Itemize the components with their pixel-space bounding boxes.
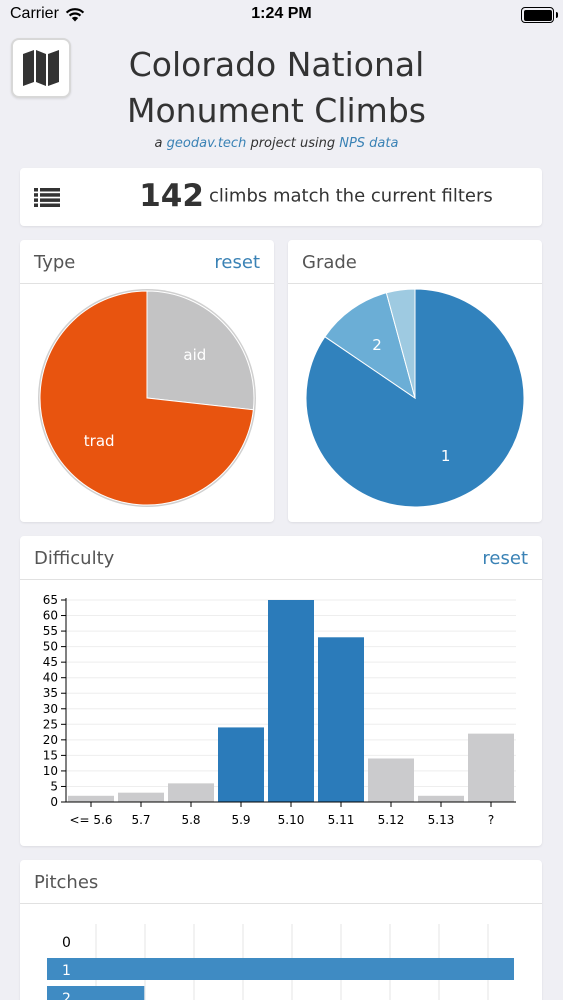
- title-line-1: Colorado National: [128, 45, 425, 84]
- x-tick-label-6: 5.12: [378, 813, 405, 827]
- type-pie-chart[interactable]: aid trad: [20, 284, 274, 522]
- difficulty-bar-3[interactable]: [218, 727, 264, 802]
- subtitle-prefix: a: [154, 136, 167, 151]
- difficulty-bar-1[interactable]: [118, 792, 164, 802]
- count-summary: 142 climbs match the current filters: [116, 178, 516, 214]
- status-left: Carrier: [10, 5, 85, 23]
- type-slice-1[interactable]: [39, 290, 254, 506]
- type-panel-header: Type reset: [20, 240, 274, 284]
- subtitle-mid: project using: [246, 136, 340, 151]
- status-bar: Carrier 1:24 PM: [0, 0, 563, 30]
- title-line-2: Monument Climbs: [127, 91, 426, 130]
- pitch-bar-label-0: 0: [62, 935, 71, 951]
- x-tick-label-5: 5.11: [328, 813, 355, 827]
- grade-slice-1[interactable]: [324, 292, 416, 400]
- difficulty-panel-header: Difficulty reset: [20, 536, 542, 580]
- type-slice-0[interactable]: [146, 290, 255, 411]
- y-tick-label-11: 55: [43, 624, 58, 638]
- nps-data-link[interactable]: NPS data: [339, 136, 399, 151]
- type-panel-title: Type: [34, 252, 76, 273]
- y-tick-label-2: 10: [43, 764, 58, 778]
- x-tick-label-2: 5.8: [181, 813, 200, 827]
- y-tick-label-13: 65: [43, 593, 58, 607]
- carrier-label: Carrier: [10, 5, 59, 22]
- difficulty-panel: Difficulty reset 0 5 10 15 20 25 30 35 40 45 50 55 6…: [20, 536, 542, 846]
- grade-panel-header: Grade: [288, 240, 542, 284]
- grade-slice-label-0: 1: [441, 447, 451, 465]
- type-slice-label-0: aid: [183, 346, 206, 364]
- y-tick-label-7: 35: [43, 686, 58, 700]
- difficulty-reset-link[interactable]: reset: [482, 548, 528, 569]
- pitch-bar-1[interactable]: [47, 958, 514, 980]
- x-tick-label-4: 5.10: [278, 813, 305, 827]
- x-tick-label-7: 5.13: [428, 813, 455, 827]
- type-panel: Type reset aid trad: [20, 240, 274, 522]
- type-reset-link[interactable]: reset: [214, 252, 260, 273]
- y-tick-label-10: 50: [43, 640, 58, 654]
- list-icon[interactable]: [34, 187, 60, 207]
- pitches-panel: Pitches 0 1 2: [20, 860, 542, 1000]
- difficulty-bar-0[interactable]: [68, 795, 114, 802]
- pitches-panel-title: Pitches: [34, 872, 99, 893]
- pitch-bar-2[interactable]: [47, 986, 145, 1000]
- y-tick-label-9: 45: [43, 655, 58, 669]
- difficulty-bar-5[interactable]: [318, 637, 364, 802]
- y-tick-label-5: 25: [43, 717, 58, 731]
- status-time: 1:24 PM: [251, 5, 312, 22]
- page-title: Colorado National Monument Climbs: [60, 42, 493, 134]
- summary-card: 142 climbs match the current filters: [20, 168, 542, 226]
- difficulty-bar-7[interactable]: [418, 795, 464, 802]
- match-label: climbs match the current filters: [209, 185, 493, 207]
- grade-slice-2[interactable]: [385, 288, 416, 399]
- difficulty-bar-4[interactable]: [268, 600, 314, 802]
- grade-slice-label-1: 2: [372, 336, 382, 354]
- wifi-icon: [65, 7, 85, 21]
- y-tick-label-3: 15: [43, 748, 58, 762]
- geodav-link[interactable]: geodav.tech: [166, 136, 247, 151]
- y-tick-label-1: 5: [50, 779, 58, 793]
- y-tick-label-0: 0: [50, 795, 58, 809]
- difficulty-bar-6[interactable]: [368, 758, 414, 802]
- map-icon[interactable]: [11, 38, 71, 98]
- pitches-panel-header: Pitches: [20, 860, 542, 904]
- type-slice-label-1: trad: [84, 432, 115, 450]
- difficulty-bar-8[interactable]: [468, 733, 514, 802]
- x-tick-label-1: 5.7: [131, 813, 150, 827]
- match-count: 142: [139, 178, 204, 214]
- pitch-bar-label-1: 1: [62, 963, 71, 979]
- y-tick-label-8: 40: [43, 671, 58, 685]
- subtitle: a geodav.tech project using NPS data: [60, 136, 493, 151]
- x-tick-label-8: ?: [488, 813, 494, 827]
- difficulty-bar-2[interactable]: [168, 783, 214, 802]
- y-tick-label-6: 30: [43, 702, 58, 716]
- pitches-bar-chart[interactable]: 0 1 2: [20, 904, 542, 1000]
- difficulty-panel-title: Difficulty: [34, 548, 115, 569]
- grade-panel-title: Grade: [302, 252, 357, 273]
- y-tick-label-4: 20: [43, 733, 58, 747]
- grade-pie-chart[interactable]: 12: [288, 284, 542, 522]
- y-tick-label-12: 60: [43, 609, 58, 623]
- x-tick-label-3: 5.9: [231, 813, 250, 827]
- x-tick-label-0: <= 5.6: [69, 813, 112, 827]
- map-icon-glyph: [23, 50, 59, 86]
- battery-icon: [521, 7, 558, 23]
- pitch-bar-label-2: 2: [62, 991, 71, 1000]
